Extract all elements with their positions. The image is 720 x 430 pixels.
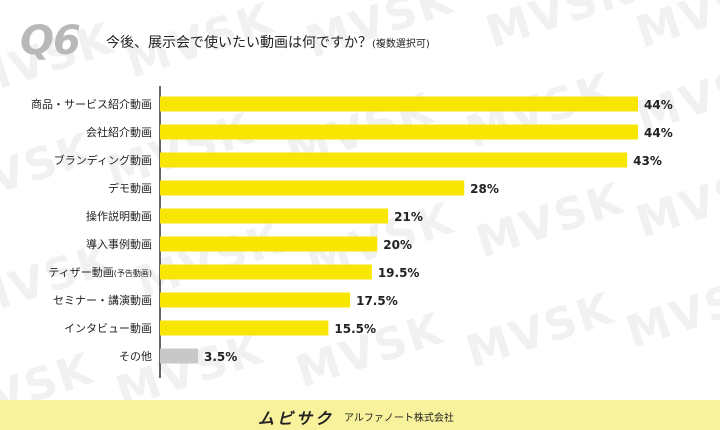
question-title: 今後、展示会で使いたい動画は何ですか？(複数選択可) [106,32,430,52]
category-label: 会社紹介動画 [86,125,152,139]
bar [160,320,329,336]
data-label: 19.5% [378,266,420,280]
bar [160,180,465,196]
footer-band: ムビサク アルファノート株式会社 [0,400,720,430]
data-label: 15.5% [334,322,376,336]
bar [160,236,378,252]
bar [160,124,638,140]
category-label: 商品・サービス紹介動画 [31,97,152,111]
bar [160,264,372,280]
question-number: Q6 [20,18,81,64]
category-label: インタビュー動画 [64,321,152,335]
category-label: 操作説明動画 [86,209,152,223]
question-note: (複数選択可) [372,39,430,50]
data-label: 20% [383,238,412,252]
data-label: 28% [470,182,499,196]
bar [160,96,638,112]
data-label: 44% [644,98,673,112]
data-label: 3.5% [204,350,237,364]
category-label: デモ動画 [108,181,152,195]
bar [160,152,628,168]
category-label: その他 [119,350,152,363]
bar [160,348,199,364]
category-label: 導入事例動画 [86,237,152,251]
question-text: 今後、展示会で使いたい動画は何ですか？ [106,35,372,51]
brand-logo: ムビサク [258,409,335,428]
bar [160,292,351,308]
category-label: セミナー・講演動画 [53,293,152,307]
data-label: 17.5% [356,294,398,308]
data-label: 21% [394,210,423,224]
company-name: アルファノート株式会社 [344,413,454,424]
data-label: 43% [633,154,662,168]
category-label: ブランディング動画 [54,153,152,167]
bar [160,208,389,224]
bar-chart: 商品・サービス紹介動画 44% 会社紹介動画 44% ブランディング動画 43% デモ動画 2… [31,86,673,378]
category-label: ティザー動画(予告動画) [48,265,152,279]
data-label: 44% [644,126,673,140]
category-note: (予告動画) [114,268,152,278]
